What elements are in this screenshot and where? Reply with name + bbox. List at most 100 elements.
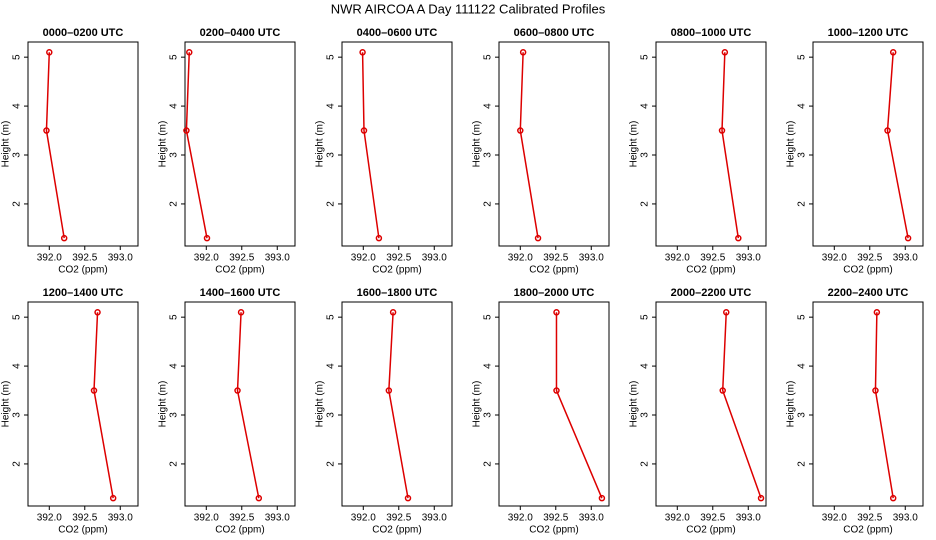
data-point (255, 494, 263, 502)
y-axis-label: Height (m) (315, 381, 326, 428)
y-tick-label: 5 (326, 314, 337, 320)
y-tick-label: 3 (797, 152, 808, 158)
y-tick-label: 5 (797, 314, 808, 320)
x-tick-label: 393.0 (579, 253, 604, 264)
x-tick-label: 393.0 (108, 253, 133, 264)
profile-line (886, 52, 909, 239)
y-tick-label: 3 (326, 152, 337, 158)
data-point (203, 234, 211, 242)
panel-title: 0200–0400 UTC (200, 27, 281, 39)
x-axis-label: CO2 (ppm) (843, 265, 892, 276)
data-point (234, 387, 241, 394)
y-tick-label: 5 (640, 314, 651, 320)
y-tick-label: 2 (483, 461, 494, 467)
x-axis-label: CO2 (ppm) (215, 525, 264, 536)
profile-line (93, 312, 114, 499)
panel-title: 0800–1000 UTC (671, 27, 752, 39)
x-tick-label: 393.0 (893, 513, 918, 524)
x-axis-label: CO2 (ppm) (58, 525, 107, 536)
x-axis-label: CO2 (ppm) (843, 525, 892, 536)
x-tick-label: 392.0 (351, 513, 376, 524)
x-axis-label: CO2 (ppm) (686, 265, 735, 276)
y-tick-label: 3 (169, 412, 180, 418)
panel-title: 1400–1600 UTC (200, 287, 281, 299)
x-tick-label: 392.5 (543, 253, 568, 264)
y-axis-label: Height (m) (472, 381, 483, 428)
y-tick-label: 2 (797, 461, 808, 467)
x-tick-label: 392.5 (700, 253, 725, 264)
x-tick-label: 393.0 (265, 253, 290, 264)
y-tick-label: 2 (169, 201, 180, 207)
y-tick-label: 4 (169, 363, 180, 369)
x-tick-label: 392.0 (822, 253, 847, 264)
panel-title: 2000–2200 UTC (671, 287, 752, 299)
data-point (889, 49, 897, 56)
y-axis-label: Height (m) (786, 381, 797, 428)
y-tick-label: 2 (12, 201, 23, 207)
y-tick-label: 5 (797, 54, 808, 60)
x-tick-label: 392.5 (72, 253, 97, 264)
plot-frame (341, 41, 453, 247)
y-tick-label: 3 (326, 412, 337, 418)
panel-title: 1800–2000 UTC (514, 287, 595, 299)
profile-line (236, 312, 260, 499)
profile-line (45, 52, 65, 239)
x-tick-label: 392.5 (72, 513, 97, 524)
plot-frame (812, 301, 924, 507)
data-point (46, 49, 53, 56)
y-tick-label: 3 (483, 412, 494, 418)
x-axis-label: CO2 (ppm) (372, 525, 421, 536)
y-axis-label: Height (m) (1, 121, 12, 168)
panel-title: 2200–2400 UTC (828, 287, 909, 299)
panel-title: 0000–0200 UTC (43, 27, 124, 39)
x-tick-label: 392.5 (857, 253, 882, 264)
y-axis-label: Height (m) (629, 121, 640, 168)
y-axis-label: Height (m) (1, 381, 12, 428)
y-tick-label: 2 (483, 201, 494, 207)
data-point (534, 234, 542, 242)
x-tick-label: 393.0 (108, 513, 133, 524)
y-tick-label: 5 (483, 54, 494, 60)
panel-title: 1600–1800 UTC (357, 287, 438, 299)
y-axis-label: Height (m) (158, 121, 169, 168)
data-point (884, 127, 891, 134)
y-tick-label: 3 (12, 152, 23, 158)
y-tick-label: 2 (326, 201, 337, 207)
x-tick-label: 392.0 (508, 513, 533, 524)
x-tick-label: 393.0 (579, 513, 604, 524)
profile-line (388, 312, 409, 499)
y-tick-label: 4 (797, 363, 808, 369)
data-point (718, 127, 726, 134)
y-axis-label: Height (m) (315, 121, 326, 168)
y-tick-label: 3 (797, 412, 808, 418)
y-axis-label: Height (m) (472, 121, 483, 168)
y-tick-label: 4 (12, 103, 23, 109)
y-tick-label: 2 (640, 201, 651, 207)
plot-frame (655, 41, 767, 247)
y-tick-label: 2 (797, 201, 808, 207)
data-point (237, 309, 245, 316)
plot-frame (812, 41, 924, 247)
data-point (872, 387, 879, 394)
profile-line (555, 312, 603, 499)
data-point (553, 387, 560, 394)
y-tick-label: 4 (483, 363, 494, 369)
y-tick-label: 4 (797, 103, 808, 109)
y-tick-label: 2 (326, 461, 337, 467)
y-tick-label: 4 (326, 103, 337, 109)
y-tick-label: 5 (169, 314, 180, 320)
y-tick-label: 4 (169, 103, 180, 109)
y-tick-label: 3 (12, 412, 23, 418)
panel-title: 1200–1400 UTC (43, 287, 124, 299)
x-tick-label: 392.5 (386, 513, 411, 524)
data-point (873, 309, 881, 316)
profile-line (185, 52, 208, 239)
data-point (360, 127, 368, 134)
y-tick-label: 2 (640, 461, 651, 467)
data-point (904, 234, 912, 242)
y-tick-label: 3 (640, 412, 651, 418)
data-point (404, 494, 412, 502)
x-axis-label: CO2 (ppm) (215, 265, 264, 276)
profile-line (519, 52, 539, 239)
panel-title: 0400–0600 UTC (357, 27, 438, 39)
